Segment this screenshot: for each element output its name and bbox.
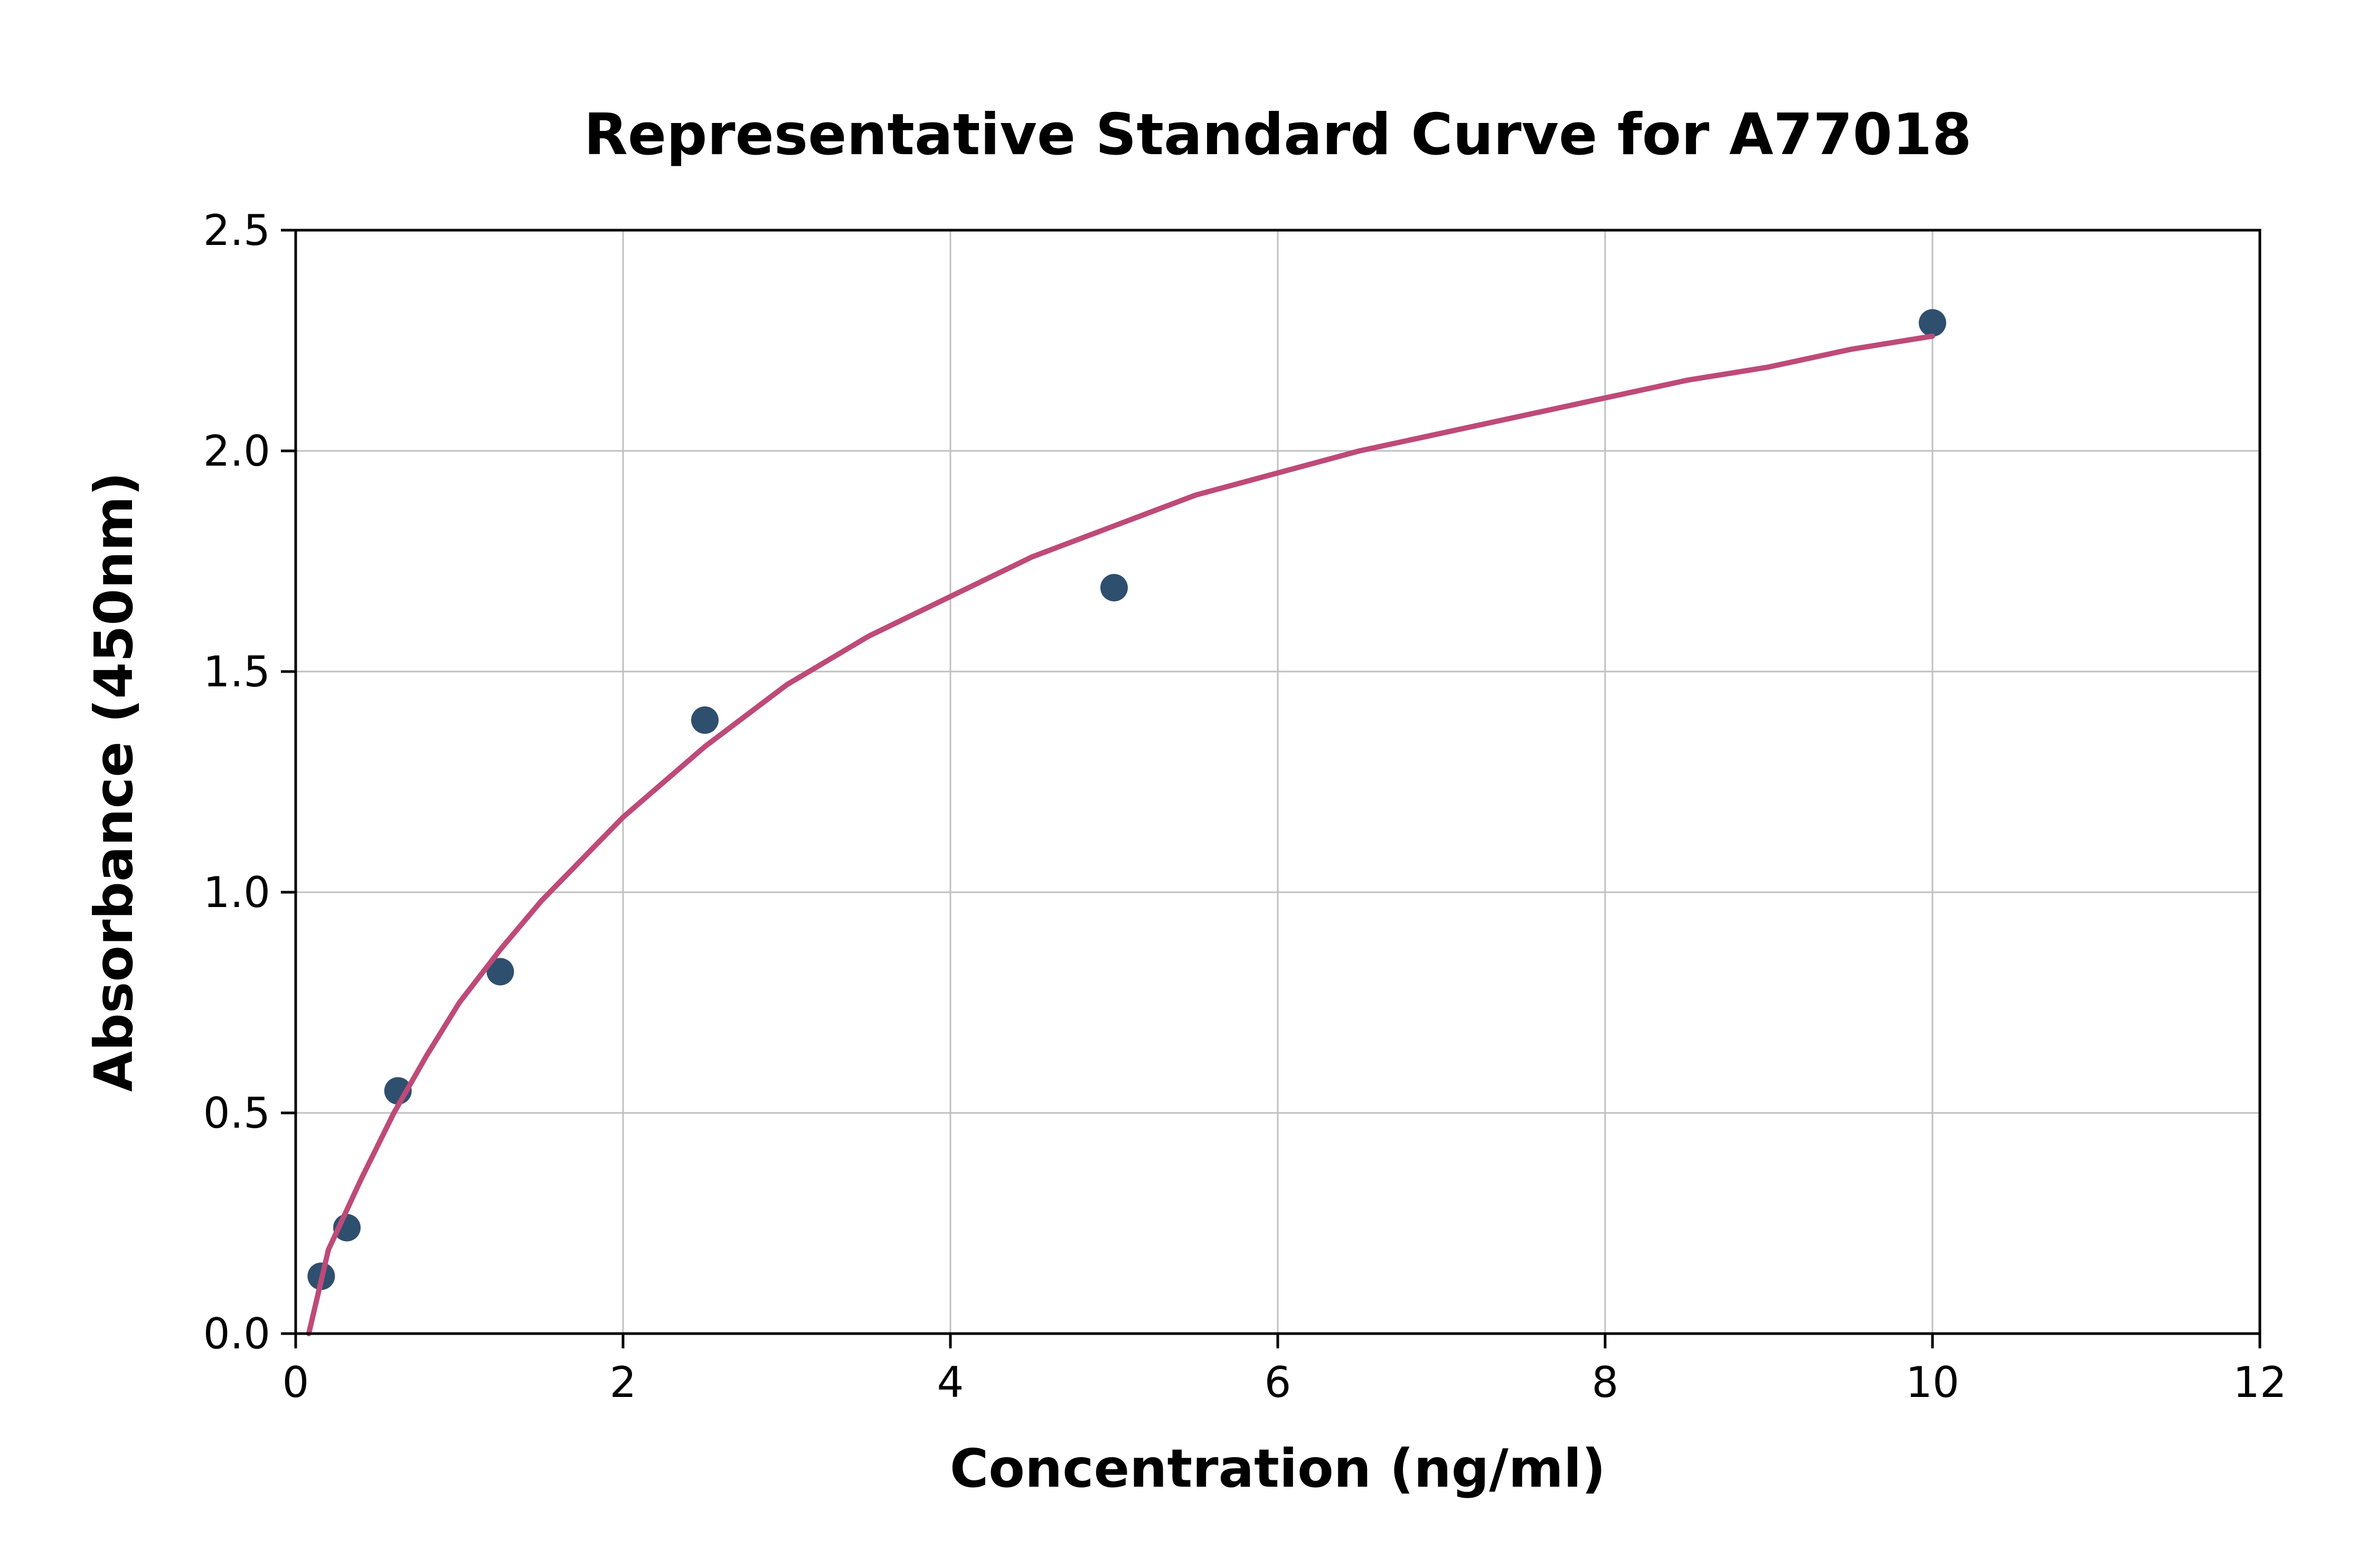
x-tick-label: 2 — [610, 1358, 637, 1407]
y-tick-label: 1.0 — [203, 868, 270, 917]
x-tick-label: 4 — [937, 1358, 964, 1407]
standard-data-points-marker — [486, 958, 514, 986]
y-tick-label: 2.0 — [203, 427, 270, 476]
x-tick-label: 6 — [1265, 1358, 1291, 1407]
y-tick-label: 1.5 — [203, 647, 270, 696]
x-tick-label: 0 — [282, 1358, 309, 1407]
fitted-standard-curve — [306, 333, 1935, 1336]
x-tick-label: 10 — [1906, 1358, 1959, 1407]
y-tick-label: 0.0 — [203, 1309, 270, 1358]
y-tick-label: 2.5 — [203, 206, 270, 255]
chart-title: Representative Standard Curve for A77018 — [584, 102, 1972, 168]
x-tick-label: 8 — [1592, 1358, 1619, 1407]
data-series — [306, 309, 1946, 1336]
standard-data-points-marker — [1100, 574, 1128, 602]
y-tick-label: 0.5 — [203, 1089, 270, 1138]
x-axis-label: Concentration (ng/ml) — [950, 1438, 1606, 1499]
axis-ticks: 0 2 4 6 8 10 12 0.0 0.5 1.0 1.5 2.0 2.5 — [203, 206, 2287, 1407]
x-tick-label: 12 — [2233, 1358, 2287, 1407]
plot-border — [294, 229, 2261, 1335]
standard-data-points-marker — [1919, 309, 1946, 337]
y-axis-label: Absorbance (450nm) — [83, 472, 145, 1092]
standard-data-points-marker — [691, 706, 719, 734]
grid-lines — [295, 229, 2261, 1335]
